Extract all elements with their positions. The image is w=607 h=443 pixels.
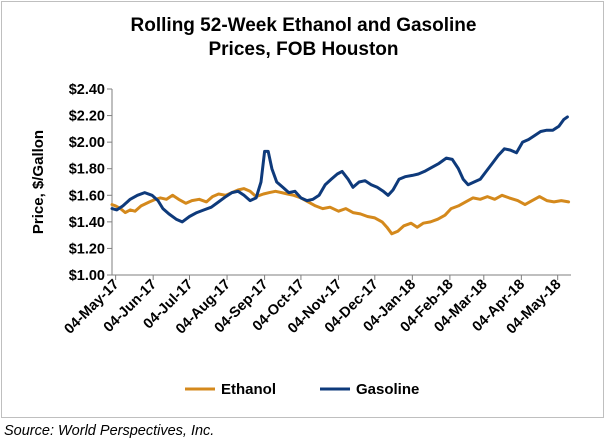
x-tick-labels: 04-May-1704-Jun-1704-Jul-1704-Aug-1704-S…	[62, 277, 565, 338]
legend-label-ethanol: Ethanol	[221, 381, 276, 398]
y-tick-label: $1.80	[69, 162, 105, 178]
chart-title: Rolling 52-Week Ethanol and Gasoline Pri…	[0, 14, 607, 62]
y-tick-label: $2.00	[69, 135, 105, 151]
legend: Ethanol Gasoline	[185, 381, 419, 398]
y-tick-label: $2.20	[69, 109, 105, 125]
legend-label-gasoline: Gasoline	[356, 381, 419, 398]
y-tick-label: $2.40	[69, 82, 105, 98]
source-note: Source: World Perspectives, Inc.	[4, 423, 215, 439]
chart-frame	[1, 1, 604, 418]
series-lines	[110, 115, 571, 236]
y-tick-label: $1.00	[69, 268, 105, 284]
line-chart: $1.00 $1.20 $1.40 $1.60 $1.80 $2.00 $2.20 $2.40…	[30, 82, 571, 398]
y-tick-label: $1.40	[69, 215, 105, 231]
y-tick-label: $1.20	[69, 241, 105, 257]
y-tick-label: $1.60	[69, 188, 105, 204]
y-tick-labels: $1.00 $1.20 $1.40 $1.60 $1.80 $2.00 $2.20 $2.40	[69, 82, 105, 284]
chart-title-line2: Prices, FOB Houston	[208, 39, 399, 60]
y-axis-label: Price, $/Gallon	[30, 130, 47, 234]
series-line-gasoline	[110, 115, 569, 224]
axes	[107, 88, 571, 280]
series-line-ethanol	[110, 187, 571, 236]
chart-title-line1: Rolling 52-Week Ethanol and Gasoline	[130, 15, 477, 36]
